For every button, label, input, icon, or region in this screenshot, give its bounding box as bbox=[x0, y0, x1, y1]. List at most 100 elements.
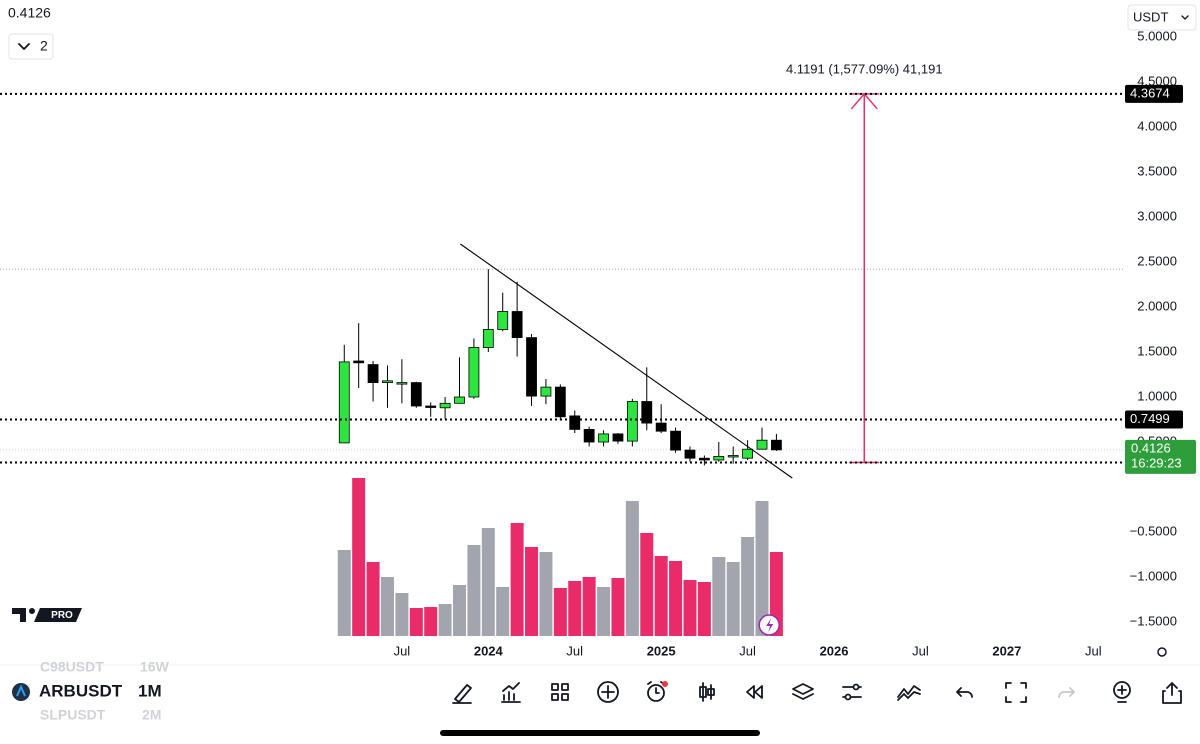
volume-bar bbox=[669, 561, 683, 636]
logo: PRO bbox=[12, 608, 82, 622]
candle-body bbox=[468, 347, 480, 398]
object-tree[interactable] bbox=[792, 683, 814, 700]
candle-body bbox=[655, 422, 667, 432]
y-tick-label: 4.0000 bbox=[1137, 118, 1177, 133]
add[interactable] bbox=[597, 681, 619, 703]
volume-bar bbox=[697, 582, 711, 636]
volume-bar bbox=[539, 552, 553, 636]
symbol-bar bbox=[0, 676, 200, 708]
share[interactable] bbox=[1162, 682, 1182, 704]
x-tick-label: Jul bbox=[912, 643, 929, 658]
y-tick-label: 5.0000 bbox=[1137, 28, 1177, 43]
settings-button[interactable] bbox=[1157, 647, 1167, 657]
y-tick-label: −1.0000 bbox=[1130, 568, 1177, 583]
candle-body bbox=[612, 433, 624, 442]
candle-body bbox=[569, 415, 581, 430]
x-tick-label: 2025 bbox=[647, 643, 676, 658]
y-tick-label: 2.0000 bbox=[1137, 298, 1177, 313]
y-tick-label: 3.5000 bbox=[1137, 163, 1177, 178]
watchlist-interval: 16W bbox=[140, 659, 170, 675]
indicator-toggle[interactable] bbox=[8, 33, 54, 60]
candle-body bbox=[583, 428, 595, 443]
compare[interactable] bbox=[897, 685, 921, 701]
y-tick-label: −0.5000 bbox=[1130, 523, 1177, 538]
volume-bar bbox=[683, 580, 697, 636]
candle-body bbox=[713, 455, 725, 461]
chevron bbox=[1181, 15, 1189, 20]
symbol-icon-glyph bbox=[16, 684, 26, 697]
candle-body bbox=[367, 364, 379, 384]
alerts[interactable] bbox=[647, 681, 668, 702]
chart-type[interactable] bbox=[699, 682, 715, 702]
volume-bar bbox=[553, 588, 567, 636]
trendline[interactable] bbox=[460, 243, 793, 479]
volume-bar bbox=[467, 545, 481, 636]
replay[interactable] bbox=[746, 685, 763, 699]
watchlist-symbol[interactable]: C98USDT bbox=[40, 659, 104, 675]
candle-body bbox=[670, 430, 681, 451]
countdown: 16:29:23 bbox=[1131, 455, 1182, 470]
candle-body bbox=[382, 380, 393, 383]
fullscreen[interactable] bbox=[1005, 682, 1027, 703]
candle-body bbox=[353, 360, 365, 364]
layouts[interactable] bbox=[551, 683, 569, 701]
volume-bar bbox=[582, 577, 596, 636]
interval[interactable]: 1M bbox=[138, 681, 162, 700]
price-label: 0.4126 bbox=[1131, 440, 1171, 455]
candle-body bbox=[742, 448, 753, 459]
indicator-count: 2 bbox=[40, 38, 48, 54]
ideas[interactable] bbox=[1113, 681, 1131, 703]
watchlist-symbol[interactable]: SLPUSDT bbox=[40, 707, 106, 723]
level-badge bbox=[1125, 84, 1183, 103]
y-tick-label: −1.5000 bbox=[1130, 613, 1177, 628]
volume-bar bbox=[640, 533, 654, 636]
candle-body bbox=[454, 396, 465, 404]
candle-body bbox=[396, 382, 408, 385]
undo[interactable] bbox=[956, 687, 973, 698]
volume-bar bbox=[525, 547, 539, 636]
y-tick-label: 3.0000 bbox=[1137, 208, 1177, 223]
volume-bar bbox=[654, 556, 668, 636]
volume-bar bbox=[510, 523, 524, 636]
x-tick-label: 2024 bbox=[474, 643, 504, 658]
candle-body bbox=[497, 311, 509, 330]
x-tick-label: Jul bbox=[1085, 643, 1102, 658]
volume-bar bbox=[625, 501, 639, 636]
candle-body bbox=[641, 401, 653, 424]
y-tick-label: 4.5000 bbox=[1137, 73, 1177, 88]
home-indicator bbox=[440, 730, 760, 736]
y-tick-label: 1.0000 bbox=[1137, 388, 1177, 403]
candle-body bbox=[727, 455, 739, 458]
price-badge bbox=[1125, 439, 1196, 474]
indicators[interactable] bbox=[501, 682, 521, 703]
candle-body bbox=[756, 439, 768, 450]
x-tick-label: Jul bbox=[394, 643, 411, 658]
level-label: 0.7499 bbox=[1130, 411, 1170, 426]
candle-body bbox=[554, 386, 566, 418]
candle-body bbox=[338, 361, 350, 444]
measure-label: 4.1191 (1,577.09%) 41,191 bbox=[786, 61, 943, 76]
volume-bar bbox=[438, 604, 452, 636]
live-badge-icon bbox=[766, 618, 774, 632]
settings-knob bbox=[844, 693, 852, 701]
measure-arrow bbox=[850, 92, 878, 110]
logo-text: PRO bbox=[51, 610, 73, 621]
y-tick-label: 1.5000 bbox=[1137, 343, 1177, 358]
volume-bar bbox=[409, 608, 423, 636]
volume-bar bbox=[726, 562, 740, 636]
candle-body bbox=[626, 401, 638, 442]
y-tick-label: 2.5000 bbox=[1137, 253, 1177, 268]
candle-body bbox=[482, 329, 494, 348]
x-tick-label: Jul bbox=[739, 643, 756, 658]
volume-bar bbox=[712, 557, 726, 636]
volume-bar bbox=[481, 528, 495, 636]
symbol-icon bbox=[12, 683, 30, 701]
draw-tool[interactable] bbox=[452, 684, 472, 704]
symbol[interactable]: ARBUSDT bbox=[39, 681, 123, 700]
currency-select[interactable] bbox=[1127, 4, 1197, 31]
volume-bar bbox=[366, 562, 380, 636]
redo[interactable] bbox=[1058, 687, 1075, 698]
volume-bar bbox=[337, 550, 351, 636]
volume-bar bbox=[352, 478, 366, 636]
